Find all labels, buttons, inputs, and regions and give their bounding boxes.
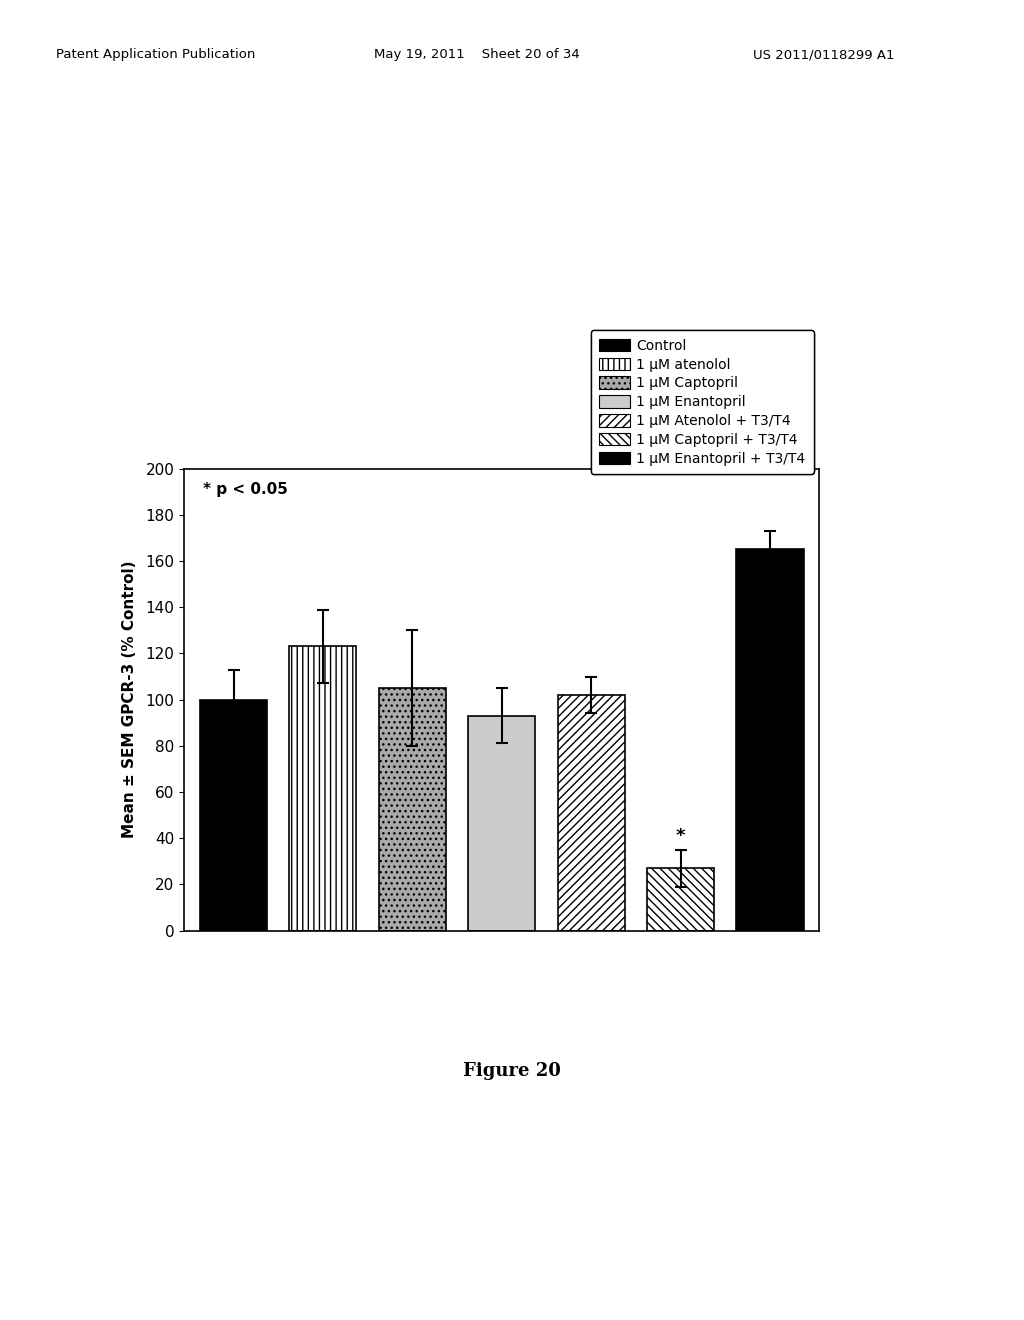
Bar [468,715,536,931]
Text: Patent Application Publication: Patent Application Publication [56,48,256,61]
Bar [736,549,804,931]
Bar [200,700,267,931]
Text: US 2011/0118299 A1: US 2011/0118299 A1 [753,48,894,61]
Y-axis label: Mean ± SEM GPCR-3 (% Control): Mean ± SEM GPCR-3 (% Control) [122,561,137,838]
Text: *: * [676,828,685,845]
Bar [647,869,714,931]
Text: May 19, 2011    Sheet 20 of 34: May 19, 2011 Sheet 20 of 34 [374,48,580,61]
Legend: Control, 1 μM atenolol, 1 μM Captopril, 1 μM Enantopril, 1 μM Atenolol + T3/T4, : Control, 1 μM atenolol, 1 μM Captopril, … [591,330,814,474]
Text: Figure 20: Figure 20 [463,1061,561,1080]
Bar [379,688,445,931]
Bar [290,647,356,931]
Text: * p < 0.05: * p < 0.05 [204,483,288,498]
Bar [558,694,625,931]
